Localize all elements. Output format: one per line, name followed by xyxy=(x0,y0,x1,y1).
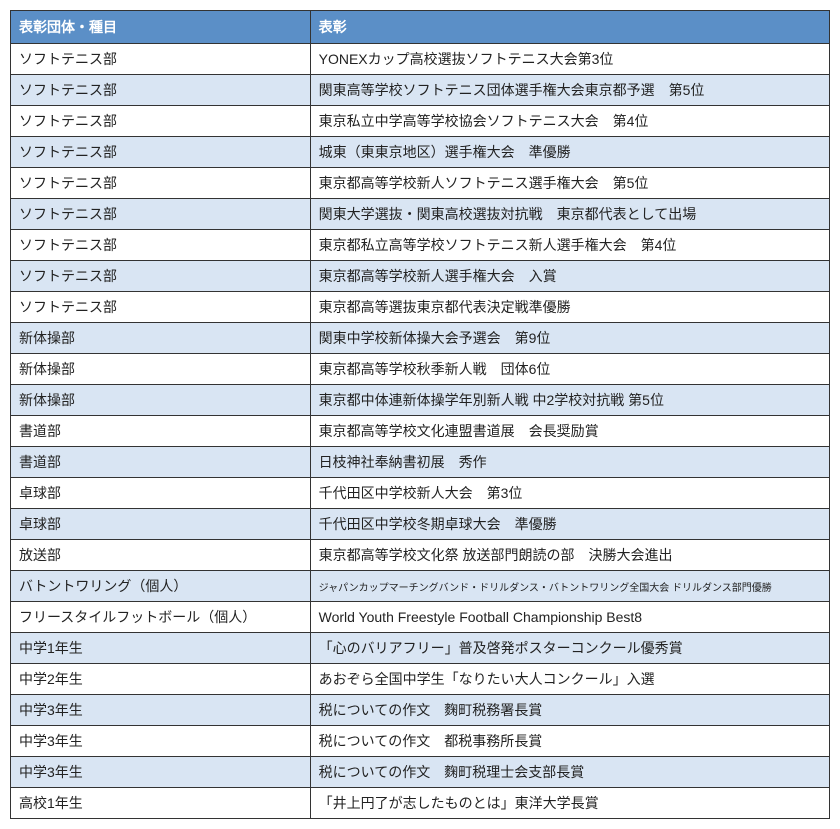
table-row: 書道部日枝神社奉納書初展 秀作 xyxy=(11,447,830,478)
table-row: バトントワリング（個人）ジャパンカップマーチングバンド・ドリルダンス・バトントワ… xyxy=(11,571,830,602)
cell-group: 新体操部 xyxy=(11,323,311,354)
cell-award: 関東大学選抜・関東高校選抜対抗戦 東京都代表として出場 xyxy=(310,199,829,230)
cell-award: あおぞら全国中学生「なりたい大人コンクール」入選 xyxy=(310,664,829,695)
table-row: 中学2年生あおぞら全国中学生「なりたい大人コンクール」入選 xyxy=(11,664,830,695)
awards-table: 表彰団体・種目 表彰 ソフトテニス部YONEXカップ高校選抜ソフトテニス大会第3… xyxy=(10,10,830,819)
cell-group: フリースタイルフットボール（個人） xyxy=(11,602,311,633)
cell-award: 東京都高等学校秋季新人戦 団体6位 xyxy=(310,354,829,385)
cell-group: 卓球部 xyxy=(11,509,311,540)
table-row: 放送部東京都高等学校文化祭 放送部門朗読の部 決勝大会進出 xyxy=(11,540,830,571)
table-row: 新体操部東京都中体連新体操学年別新人戦 中2学校対抗戦 第5位 xyxy=(11,385,830,416)
cell-award: 「井上円了が志したものとは」東洋大学長賞 xyxy=(310,788,829,819)
cell-group: 中学3年生 xyxy=(11,695,311,726)
cell-award: 日枝神社奉納書初展 秀作 xyxy=(310,447,829,478)
table-row: ソフトテニス部東京都高等選抜東京都代表決定戦準優勝 xyxy=(11,292,830,323)
cell-group: 卓球部 xyxy=(11,478,311,509)
table-row: ソフトテニス部YONEXカップ高校選抜ソフトテニス大会第3位 xyxy=(11,44,830,75)
cell-award: 城東（東東京地区）選手権大会 準優勝 xyxy=(310,137,829,168)
cell-group: 中学1年生 xyxy=(11,633,311,664)
table-row: 卓球部千代田区中学校冬期卓球大会 準優勝 xyxy=(11,509,830,540)
cell-award: 東京都高等選抜東京都代表決定戦準優勝 xyxy=(310,292,829,323)
cell-group: ソフトテニス部 xyxy=(11,261,311,292)
cell-award: 千代田区中学校冬期卓球大会 準優勝 xyxy=(310,509,829,540)
cell-award: ジャパンカップマーチングバンド・ドリルダンス・バトントワリング全国大会 ドリルダ… xyxy=(310,571,829,602)
cell-award: 東京都私立高等学校ソフトテニス新人選手権大会 第4位 xyxy=(310,230,829,261)
table-row: 書道部東京都高等学校文化連盟書道展 会長奨励賞 xyxy=(11,416,830,447)
cell-group: 高校1年生 xyxy=(11,788,311,819)
table-row: 卓球部千代田区中学校新人大会 第3位 xyxy=(11,478,830,509)
cell-award: 関東高等学校ソフトテニス団体選手権大会東京都予選 第5位 xyxy=(310,75,829,106)
cell-award: 「心のバリアフリー」普及啓発ポスターコンクール優秀賞 xyxy=(310,633,829,664)
table-row: ソフトテニス部城東（東東京地区）選手権大会 準優勝 xyxy=(11,137,830,168)
cell-group: 新体操部 xyxy=(11,354,311,385)
table-row: ソフトテニス部東京都高等学校新人ソフトテニス選手権大会 第5位 xyxy=(11,168,830,199)
cell-group: 中学2年生 xyxy=(11,664,311,695)
table-row: 高校1年生「井上円了が志したものとは」東洋大学長賞 xyxy=(11,788,830,819)
cell-award: 税についての作文 麴町税務署長賞 xyxy=(310,695,829,726)
table-row: ソフトテニス部東京都高等学校新人選手権大会 入賞 xyxy=(11,261,830,292)
table-row: 中学3年生税についての作文 都税事務所長賞 xyxy=(11,726,830,757)
cell-award: YONEXカップ高校選抜ソフトテニス大会第3位 xyxy=(310,44,829,75)
cell-award: 東京都中体連新体操学年別新人戦 中2学校対抗戦 第5位 xyxy=(310,385,829,416)
cell-group: ソフトテニス部 xyxy=(11,106,311,137)
cell-award: World Youth Freestyle Football Champions… xyxy=(310,602,829,633)
cell-group: ソフトテニス部 xyxy=(11,75,311,106)
table-row: 新体操部関東中学校新体操大会予選会 第9位 xyxy=(11,323,830,354)
cell-award: 東京都高等学校文化連盟書道展 会長奨励賞 xyxy=(310,416,829,447)
cell-group: ソフトテニス部 xyxy=(11,199,311,230)
table-row: 中学3年生税についての作文 麴町税務署長賞 xyxy=(11,695,830,726)
cell-group: 書道部 xyxy=(11,416,311,447)
cell-group: 放送部 xyxy=(11,540,311,571)
column-header-1: 表彰団体・種目 xyxy=(11,11,311,44)
table-row: 中学1年生「心のバリアフリー」普及啓発ポスターコンクール優秀賞 xyxy=(11,633,830,664)
cell-award: 東京都高等学校新人ソフトテニス選手権大会 第5位 xyxy=(310,168,829,199)
cell-award: 東京都高等学校新人選手権大会 入賞 xyxy=(310,261,829,292)
cell-group: ソフトテニス部 xyxy=(11,168,311,199)
cell-group: バトントワリング（個人） xyxy=(11,571,311,602)
cell-group: ソフトテニス部 xyxy=(11,137,311,168)
table-row: ソフトテニス部東京都私立高等学校ソフトテニス新人選手権大会 第4位 xyxy=(11,230,830,261)
table-row: ソフトテニス部関東大学選抜・関東高校選抜対抗戦 東京都代表として出場 xyxy=(11,199,830,230)
cell-group: 書道部 xyxy=(11,447,311,478)
cell-group: ソフトテニス部 xyxy=(11,44,311,75)
cell-award: 東京私立中学高等学校協会ソフトテニス大会 第4位 xyxy=(310,106,829,137)
cell-award: 関東中学校新体操大会予選会 第9位 xyxy=(310,323,829,354)
table-row: 新体操部東京都高等学校秋季新人戦 団体6位 xyxy=(11,354,830,385)
column-header-2: 表彰 xyxy=(310,11,829,44)
cell-group: ソフトテニス部 xyxy=(11,230,311,261)
cell-award: 東京都高等学校文化祭 放送部門朗読の部 決勝大会進出 xyxy=(310,540,829,571)
header-row: 表彰団体・種目 表彰 xyxy=(11,11,830,44)
cell-award: 千代田区中学校新人大会 第3位 xyxy=(310,478,829,509)
cell-group: 中学3年生 xyxy=(11,726,311,757)
cell-group: 新体操部 xyxy=(11,385,311,416)
table-row: ソフトテニス部東京私立中学高等学校協会ソフトテニス大会 第4位 xyxy=(11,106,830,137)
cell-group: ソフトテニス部 xyxy=(11,292,311,323)
cell-award: 税についての作文 都税事務所長賞 xyxy=(310,726,829,757)
table-row: ソフトテニス部関東高等学校ソフトテニス団体選手権大会東京都予選 第5位 xyxy=(11,75,830,106)
table-row: フリースタイルフットボール（個人）World Youth Freestyle F… xyxy=(11,602,830,633)
